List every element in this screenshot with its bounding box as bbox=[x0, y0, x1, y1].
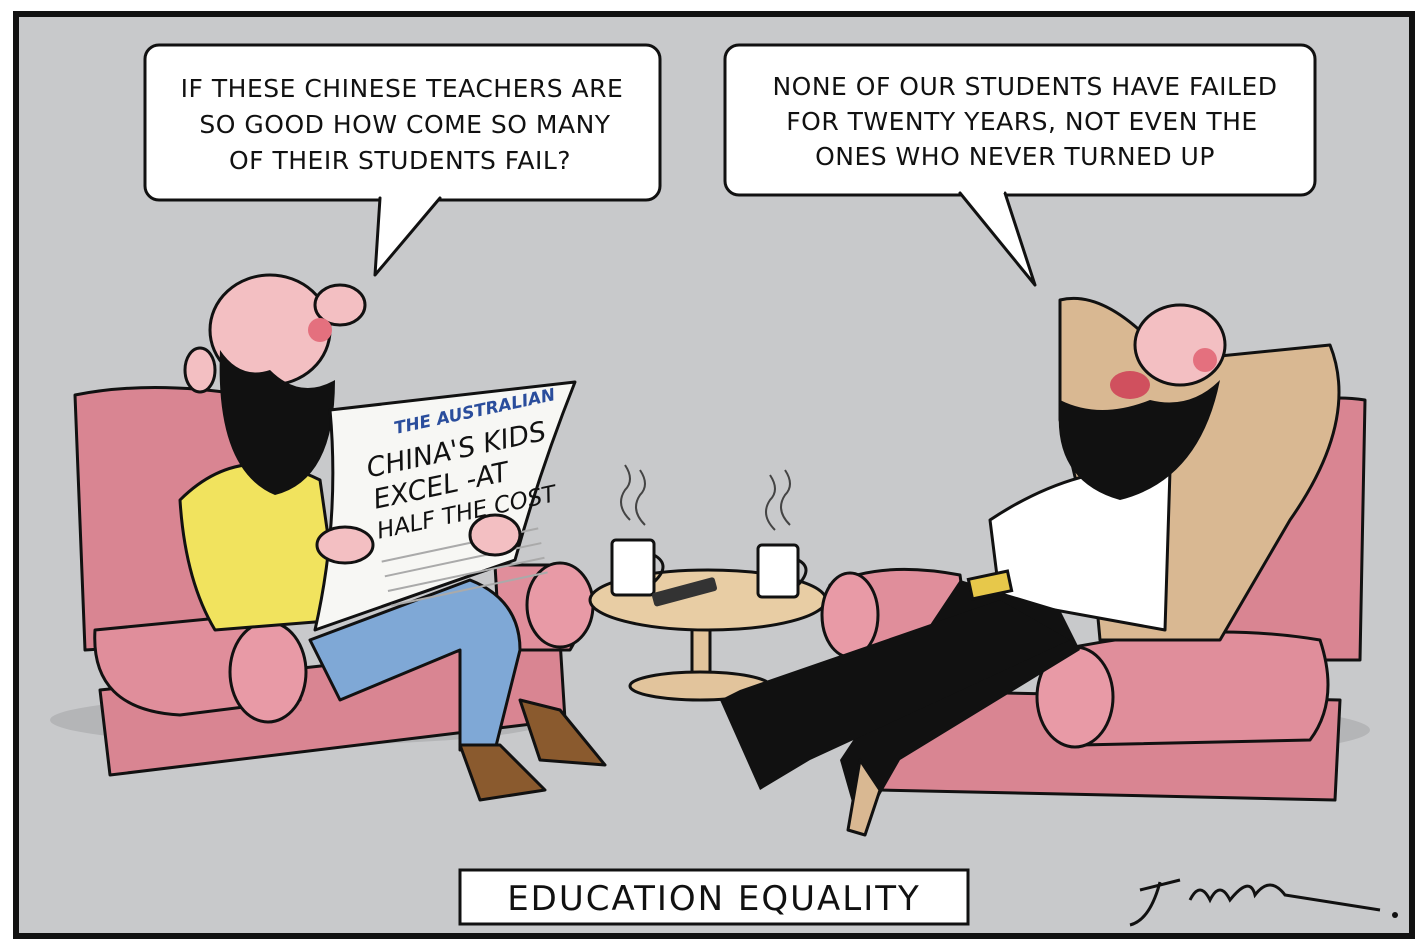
bubble-line: ONES WHO NEVER TURNED UP bbox=[815, 142, 1215, 171]
bubble-line: FOR TWENTY YEARS, NOT EVEN THE bbox=[786, 107, 1257, 136]
bubble-line: NONE OF OUR STUDENTS HAVE FAILED bbox=[772, 72, 1277, 101]
cartoon: IF THESE CHINESE TEACHERS ARE SO GOOD HO… bbox=[0, 0, 1424, 949]
bubble-line: SO GOOD HOW COME SO MANY bbox=[199, 110, 610, 139]
bubble-line: OF THEIR STUDENTS FAIL? bbox=[229, 146, 571, 175]
signature-dot bbox=[1392, 912, 1398, 918]
caption: EDUCATION EQUALITY bbox=[507, 879, 921, 919]
bubble-line: IF THESE CHINESE TEACHERS ARE bbox=[181, 74, 624, 103]
